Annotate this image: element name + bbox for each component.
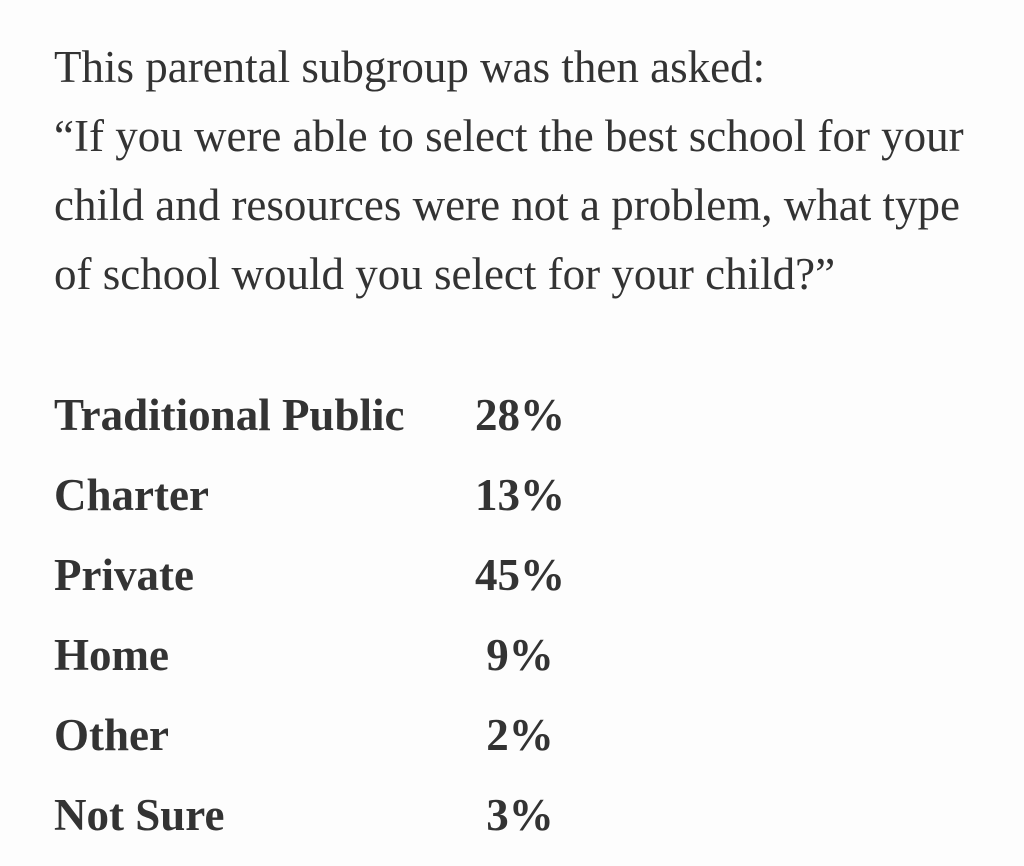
result-label: Charter xyxy=(54,470,209,520)
result-label: Other xyxy=(54,710,169,760)
question-text: This parental subgroup was then asked: “… xyxy=(54,33,996,309)
result-label: Private xyxy=(54,550,194,600)
result-value: 13% xyxy=(475,470,565,520)
results-list: Traditional Public 28% Charter 13% Priva… xyxy=(54,375,586,855)
result-value: 3% xyxy=(486,790,554,840)
question-line: child and resources were not a problem, … xyxy=(54,180,960,230)
question-line: of school would you select for your chil… xyxy=(54,249,836,299)
question-line: “If you were able to select the best sch… xyxy=(54,111,964,161)
result-row: Not Sure 3% xyxy=(54,775,586,855)
result-label: Traditional Public xyxy=(54,390,405,440)
result-value: 9% xyxy=(486,630,554,680)
result-value: 28% xyxy=(475,390,565,440)
result-row: Traditional Public 28% xyxy=(54,375,586,455)
result-row: Private 45% xyxy=(54,535,586,615)
result-value: 2% xyxy=(486,710,554,760)
result-value: 45% xyxy=(475,550,565,600)
result-label: Home xyxy=(54,630,169,680)
question-line: This parental subgroup was then asked: xyxy=(54,42,766,92)
result-row: Charter 13% xyxy=(54,455,586,535)
result-row: Home 9% xyxy=(54,615,586,695)
result-row: Other 2% xyxy=(54,695,586,775)
result-label: Not Sure xyxy=(54,790,225,840)
